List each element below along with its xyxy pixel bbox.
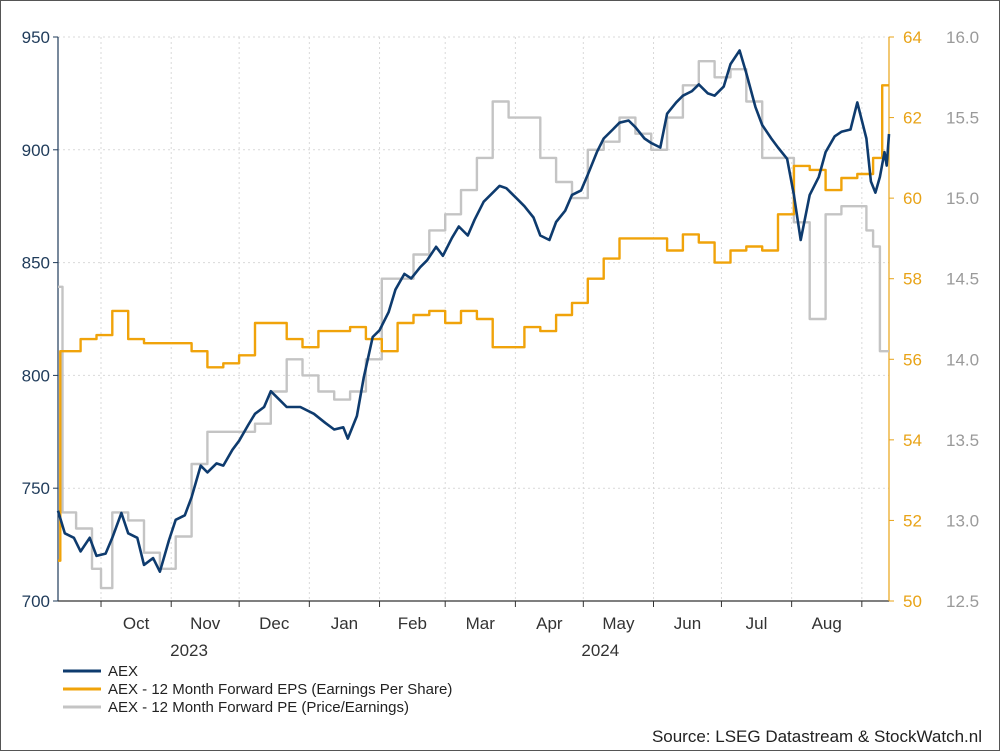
left-tick-label: 900 xyxy=(22,141,50,160)
month-label: May xyxy=(602,614,635,633)
eps-tick-label: 52 xyxy=(903,511,922,530)
eps-tick-label: 56 xyxy=(903,350,922,369)
pe-tick-label: 13.5 xyxy=(946,431,979,450)
month-label: Aug xyxy=(812,614,842,633)
pe-tick-label: 13.0 xyxy=(946,511,979,530)
left-tick-label: 850 xyxy=(22,254,50,273)
month-label: Jul xyxy=(746,614,768,633)
x-axis-ticks: Oct Nov Dec Jan Feb Mar Apr May Jun Jul Aug 2023 202… xyxy=(123,614,842,660)
series-line-pe xyxy=(58,60,889,590)
left-axis-ticks: 700 750 800 850 900 950 xyxy=(22,28,58,611)
legend-label: AEX xyxy=(108,663,138,680)
eps-axis-ticks: 50 52 54 56 58 60 62 64 xyxy=(889,28,922,611)
pe-tick-label: 12.5 xyxy=(946,592,979,611)
series-line-eps xyxy=(58,84,889,562)
eps-tick-label: 62 xyxy=(903,109,922,128)
month-label: Apr xyxy=(536,614,563,633)
pe-tick-label: 15.5 xyxy=(946,109,979,128)
month-label: Oct xyxy=(123,614,150,633)
pe-tick-label: 15.0 xyxy=(946,189,979,208)
left-tick-label: 800 xyxy=(22,366,50,385)
pe-tick-label: 14.5 xyxy=(946,270,979,289)
eps-tick-label: 60 xyxy=(903,189,922,208)
year-label: 2024 xyxy=(581,641,619,660)
source-note: Source: LSEG Datastream & StockWatch.nl xyxy=(652,727,982,746)
eps-tick-label: 58 xyxy=(903,270,922,289)
pe-tick-label: 14.0 xyxy=(946,350,979,369)
month-label: Jun xyxy=(674,614,701,633)
legend-label: AEX - 12 Month Forward PE (Price/Earning… xyxy=(108,699,409,716)
left-tick-label: 950 xyxy=(22,28,50,47)
pe-axis-ticks: 12.5 13.0 13.5 14.0 14.5 15.0 15.5 16.0 xyxy=(946,28,979,611)
month-label: Mar xyxy=(466,614,496,633)
pe-tick-label: 16.0 xyxy=(946,28,979,47)
month-label: Feb xyxy=(398,614,427,633)
series-lines xyxy=(56,49,891,590)
left-tick-label: 750 xyxy=(22,479,50,498)
series-line-aex xyxy=(56,49,891,573)
axes xyxy=(57,37,890,607)
month-label: Dec xyxy=(259,614,290,633)
eps-tick-label: 54 xyxy=(903,431,922,450)
legend-label: AEX - 12 Month Forward EPS (Earnings Per… xyxy=(108,681,452,698)
month-label: Nov xyxy=(190,614,221,633)
year-label: 2023 xyxy=(170,641,208,660)
eps-tick-label: 50 xyxy=(903,592,922,611)
left-tick-label: 700 xyxy=(22,592,50,611)
gridlines xyxy=(58,36,889,601)
eps-tick-label: 64 xyxy=(903,28,922,47)
month-label: Jan xyxy=(331,614,358,633)
